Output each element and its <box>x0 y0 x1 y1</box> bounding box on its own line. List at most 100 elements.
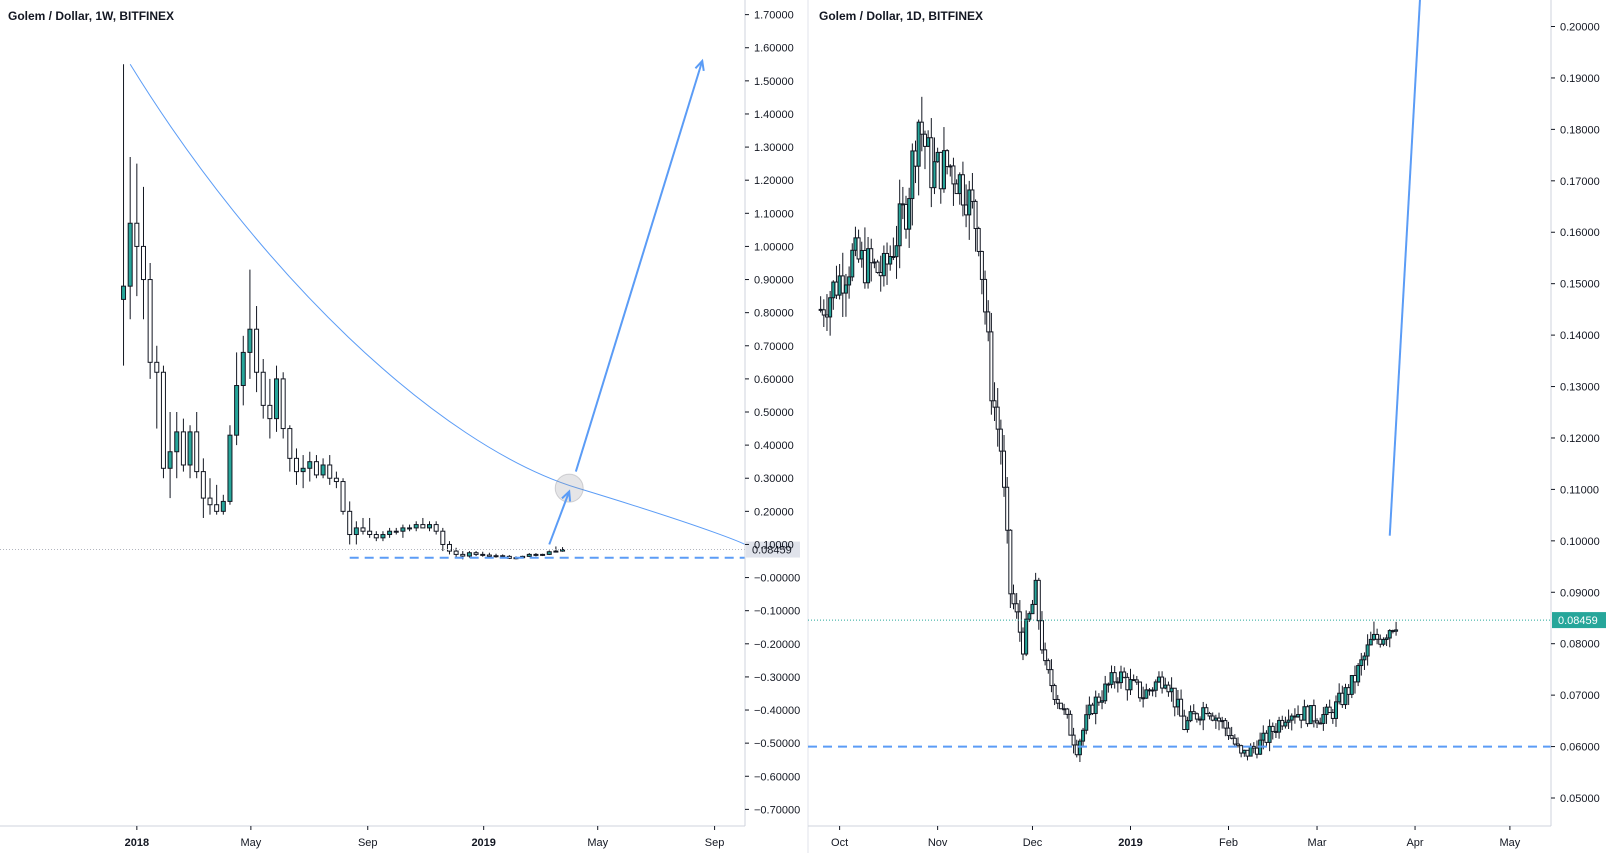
daily-candle-body <box>1058 702 1063 710</box>
price-axis-weekly[interactable]: 1.70000 1.60000 1.50000 1.40000 1.30000 1.200… <box>744 0 800 826</box>
daily-candle <box>872 258 877 269</box>
weekly-candle <box>293 448 299 485</box>
weekly-price-tick-label: 1.20000 <box>754 175 794 187</box>
daily-candle-body <box>1014 603 1019 613</box>
daily-trend-line[interactable] <box>1388 0 1422 536</box>
daily-candle <box>1283 716 1288 729</box>
weekly-candle-body <box>367 530 373 536</box>
daily-candle <box>951 157 956 206</box>
price-axis-daily[interactable]: 0.20000 0.19000 0.18000 0.17000 0.16000 0.150… <box>1550 0 1600 826</box>
daily-candle-body <box>1093 696 1098 715</box>
daily-candle-body <box>945 150 950 168</box>
daily-candle <box>1008 529 1013 609</box>
daily-candle-body <box>1254 747 1259 755</box>
daily-candle <box>1226 721 1231 740</box>
daily-candle-body <box>1289 715 1294 721</box>
daily-candle <box>1144 683 1149 699</box>
daily-candle <box>831 280 836 310</box>
weekly-candle <box>327 455 333 485</box>
weekly-candle <box>167 412 173 499</box>
weekly-arc-curve[interactable] <box>129 64 746 545</box>
weekly-candle-body <box>333 477 339 483</box>
time-axis-daily[interactable]: Oct Nov Dec 2019 Feb Mar Apr May <box>808 825 1551 849</box>
daily-candle-body <box>1160 676 1165 689</box>
daily-candle <box>1394 621 1399 636</box>
candles-daily <box>818 96 1399 763</box>
daily-candle-body <box>992 400 997 408</box>
daily-candle <box>1330 709 1335 724</box>
daily-candle-body <box>875 261 880 273</box>
weekly-price-tick-label: 1.40000 <box>754 109 794 121</box>
daily-candle-body <box>1087 704 1092 716</box>
daily-candle <box>986 300 991 342</box>
daily-price-tick-label: 0.16000 <box>1560 227 1600 239</box>
daily-candle-body <box>1175 698 1180 708</box>
weekly-time-tick-label: 2018 <box>125 837 149 849</box>
daily-candle <box>1242 749 1247 757</box>
daily-candle <box>894 225 899 279</box>
weekly-candle <box>440 527 446 552</box>
weekly-candle-body <box>307 461 313 469</box>
daily-candle-body <box>1210 715 1215 721</box>
weekly-candle-body <box>473 552 479 555</box>
weekly-candle-body <box>347 510 353 536</box>
daily-candle <box>1030 599 1035 615</box>
weekly-small-arrow-shaft <box>548 491 571 545</box>
weekly-candle-body <box>293 457 299 473</box>
daily-candle-body <box>1172 687 1177 708</box>
daily-candle <box>1248 743 1253 757</box>
chart-pane-weekly[interactable]: Golem / Dollar, 1W, BITFINEX 0.08459 <box>0 9 800 560</box>
daily-candle-body <box>926 137 931 147</box>
daily-candle <box>1081 727 1086 748</box>
weekly-candle-body <box>247 328 253 353</box>
daily-candle <box>1024 610 1029 657</box>
daily-candle <box>1201 701 1206 731</box>
weekly-target-arrow[interactable] <box>574 58 705 472</box>
daily-candle <box>1270 722 1275 740</box>
weekly-candle <box>300 455 306 489</box>
daily-candle-body <box>831 281 836 299</box>
daily-candle <box>929 118 934 208</box>
daily-candle <box>967 180 972 240</box>
daily-candle-body <box>1103 683 1108 702</box>
weekly-candle <box>420 517 426 529</box>
annotations-weekly: 0.08459 <box>0 58 800 559</box>
daily-candle <box>1169 677 1174 702</box>
daily-candle <box>1182 709 1187 731</box>
daily-candle <box>1100 690 1105 710</box>
daily-candle-body <box>837 275 842 296</box>
time-axis-weekly[interactable]: 2018 May Sep 2019 May Sep <box>0 825 745 849</box>
daily-candle <box>1122 667 1127 679</box>
daily-candle-body <box>907 198 912 230</box>
weekly-breakout-circle[interactable] <box>554 473 584 503</box>
daily-candle-body <box>1137 681 1142 699</box>
daily-candle <box>1381 637 1386 647</box>
daily-candle-body <box>1055 698 1060 704</box>
daily-candle <box>1346 684 1351 706</box>
daily-candle <box>1011 584 1016 610</box>
daily-candle <box>1141 686 1146 708</box>
daily-candle-body <box>1334 701 1339 719</box>
daily-candle-body <box>1349 675 1354 695</box>
chart-pane-daily[interactable]: Golem / Dollar, 1D, BITFINEX 0.08459 <box>808 0 1606 763</box>
daily-candle <box>1337 683 1342 705</box>
daily-candle-body <box>1046 660 1051 671</box>
weekly-candle-body <box>227 434 233 502</box>
daily-candle <box>875 259 880 274</box>
daily-candle <box>907 187 912 248</box>
daily-candle <box>948 164 953 177</box>
weekly-candle <box>473 551 479 557</box>
weekly-candle-body <box>440 530 446 545</box>
daily-candle-body <box>932 161 937 189</box>
weekly-price-tick-label: 0.60000 <box>754 374 794 386</box>
daily-candle <box>960 161 965 217</box>
weekly-candle-body <box>360 527 366 532</box>
daily-candle-body <box>1125 676 1130 691</box>
weekly-candle <box>400 524 406 538</box>
weekly-small-arrow[interactable] <box>548 489 572 545</box>
weekly-candle <box>134 163 140 297</box>
daily-candle <box>1296 705 1301 718</box>
daily-candle-body <box>1220 720 1225 723</box>
daily-candle-body <box>1112 672 1117 683</box>
daily-candle-body <box>986 311 991 333</box>
